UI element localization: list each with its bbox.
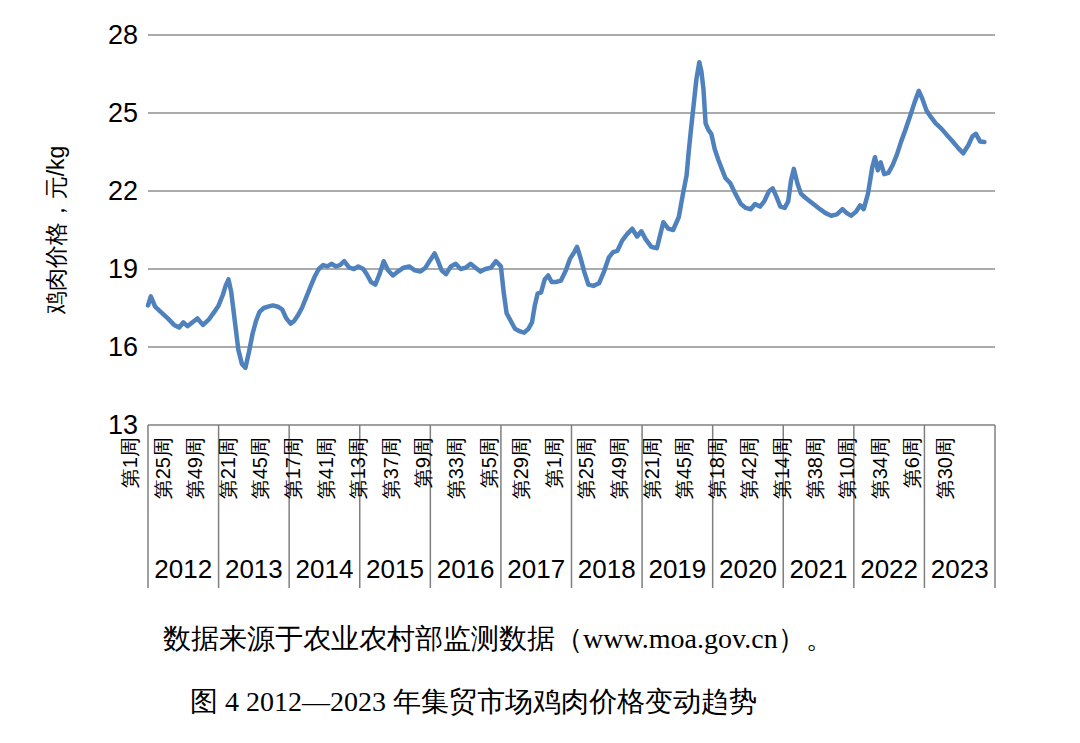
year-label: 2019 xyxy=(648,554,706,584)
week-tick-label: 第49周 xyxy=(608,437,630,499)
figure-container: 282522191613第1周第25周第49周第21周第45周第17周第41周第… xyxy=(0,0,1080,743)
year-label: 2014 xyxy=(296,554,354,584)
week-tick-label: 第41周 xyxy=(315,437,337,499)
week-tick-label: 第25周 xyxy=(575,437,597,499)
y-tick-label: 28 xyxy=(108,20,138,50)
week-tick-label: 第18周 xyxy=(706,437,728,499)
week-tick-label: 第21周 xyxy=(641,437,663,499)
week-tick-label: 第45周 xyxy=(249,437,271,499)
year-label: 2023 xyxy=(931,554,989,584)
week-tick-label: 第25周 xyxy=(152,437,174,499)
week-tick-label: 第45周 xyxy=(673,437,695,499)
week-tick-label: 第49周 xyxy=(184,437,206,499)
figure-title: 图 4 2012—2023 年集贸市场鸡肉价格变动趋势 xyxy=(190,683,757,721)
year-label: 2013 xyxy=(225,554,283,584)
year-label: 2015 xyxy=(366,554,424,584)
week-tick-label: 第34周 xyxy=(869,437,891,499)
y-tick-label: 16 xyxy=(108,332,138,362)
week-tick-label: 第38周 xyxy=(804,437,826,499)
week-tick-label: 第1周 xyxy=(543,437,565,488)
year-label: 2017 xyxy=(507,554,565,584)
year-label: 2021 xyxy=(790,554,848,584)
data-source-note: 数据来源于农业农村部监测数据（www.moa.gov.cn）。 xyxy=(163,620,834,658)
y-tick-label: 13 xyxy=(108,410,138,440)
y-axis-title: 鸡肉价格，元/kg xyxy=(43,146,69,316)
year-label: 2016 xyxy=(437,554,495,584)
year-label: 2022 xyxy=(860,554,918,584)
y-tick-label: 25 xyxy=(108,98,138,128)
week-tick-label: 第13周 xyxy=(347,437,369,499)
year-label: 2018 xyxy=(578,554,636,584)
week-tick-label: 第10周 xyxy=(836,437,858,499)
price-line-chart: 282522191613第1周第25周第49周第21周第45周第17周第41周第… xyxy=(0,0,1080,610)
week-tick-label: 第33周 xyxy=(445,437,467,499)
week-tick-label: 第6周 xyxy=(901,437,923,488)
week-tick-label: 第14周 xyxy=(771,437,793,499)
year-label: 2012 xyxy=(154,554,212,584)
week-tick-label: 第42周 xyxy=(738,437,760,499)
week-tick-label: 第29周 xyxy=(510,437,532,499)
y-tick-label: 22 xyxy=(108,176,138,206)
y-tick-label: 19 xyxy=(108,254,138,284)
week-tick-label: 第21周 xyxy=(217,437,239,499)
week-tick-label: 第9周 xyxy=(412,437,434,488)
week-tick-label: 第37周 xyxy=(380,437,402,499)
year-label: 2020 xyxy=(719,554,777,584)
week-tick-label: 第17周 xyxy=(282,437,304,499)
week-tick-label: 第30周 xyxy=(934,437,956,499)
price-line-series xyxy=(148,62,984,368)
week-tick-label: 第5周 xyxy=(478,437,500,488)
week-tick-label: 第1周 xyxy=(119,437,141,488)
